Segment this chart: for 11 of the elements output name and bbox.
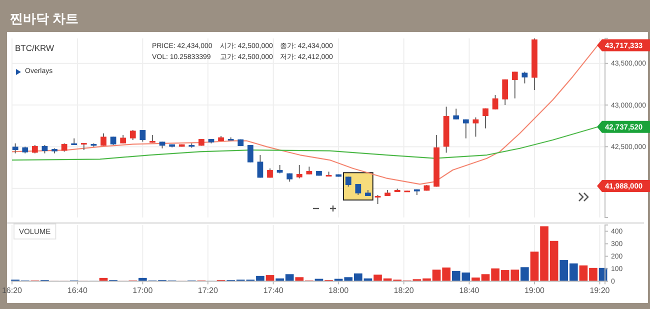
x-tick-label: 17:00 <box>132 286 154 295</box>
x-tick-label: 19:20 <box>590 286 610 295</box>
chart-title: 찐바닥 차트 <box>10 11 79 26</box>
text: BTC/KRW <box>15 43 54 53</box>
x-tick-label: 19:00 <box>524 286 546 295</box>
x-tick-label: 16:40 <box>67 286 88 295</box>
x-tick-label: 17:20 <box>198 286 218 295</box>
x-tick-label: 18:00 <box>328 286 350 295</box>
x-tick-label: 17:40 <box>263 286 284 295</box>
x-tick-label: 18:20 <box>394 286 414 295</box>
x-tick-label: 18:40 <box>459 286 480 295</box>
